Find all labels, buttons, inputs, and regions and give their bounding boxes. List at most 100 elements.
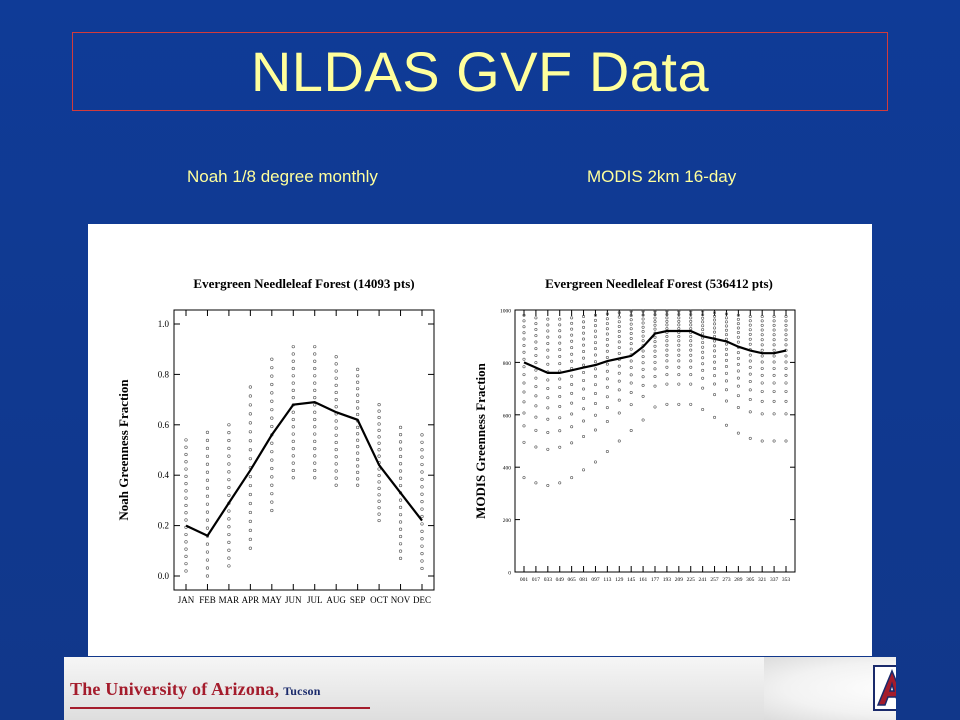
noah-scatter-point <box>377 467 381 471</box>
modis-scatter-point <box>689 348 693 352</box>
noah-scatter-point <box>184 569 188 573</box>
modis-scatter-point <box>701 362 705 366</box>
modis-scatter-point <box>605 312 609 316</box>
modis-scatter-point <box>522 411 526 415</box>
noah-scatter-point <box>420 433 424 437</box>
modis-scatter-point <box>534 404 538 408</box>
modis-scatter-point <box>522 400 526 404</box>
noah-scatter-point <box>248 385 252 389</box>
noah-scatter-point <box>248 501 252 506</box>
noah-scatter-point <box>398 476 403 480</box>
modis-scatter-point <box>558 354 562 358</box>
modis-x-tick-label: 017 <box>532 577 541 583</box>
modis-scatter-point <box>736 431 740 435</box>
noah-scatter-point <box>291 425 295 429</box>
noah-scatter-point <box>205 518 210 522</box>
modis-scatter-point <box>701 316 705 320</box>
noah-scatter-point <box>227 564 231 568</box>
noah-scatter-point <box>248 483 252 488</box>
noah-scatter-point <box>377 518 381 523</box>
modis-scatter-point <box>713 314 717 318</box>
modis-scatter-point <box>724 342 728 346</box>
noah-scatter-point <box>270 424 274 429</box>
noah-scatter-point <box>291 352 295 356</box>
modis-scatter-point <box>772 328 776 332</box>
modis-scatter-point <box>665 327 669 331</box>
modis-scatter-point <box>617 320 621 324</box>
modis-scatter-point <box>653 320 657 324</box>
noah-scatter-point <box>420 507 424 511</box>
modis-scatter-point <box>736 405 740 409</box>
modis-scatter-point <box>701 313 705 317</box>
noah-scatter-point <box>398 447 403 451</box>
modis-scatter-point <box>582 320 586 324</box>
noah-scatter-point <box>291 476 295 480</box>
noah-scatter-point <box>334 426 338 430</box>
noah-scatter-point <box>184 503 188 508</box>
modis-scatter-point <box>617 379 621 383</box>
modis-scatter-point <box>748 380 752 384</box>
subtitle-noah: Noah 1/8 degree monthly <box>187 167 378 186</box>
modis-scatter-point <box>760 412 764 416</box>
modis-scatter-point <box>570 391 574 395</box>
modis-scatter-point <box>534 353 538 357</box>
noah-scatter-point <box>420 462 424 467</box>
modis-scatter-point <box>713 415 717 419</box>
modis-scatter-point <box>570 359 574 363</box>
noah-scatter-point <box>334 440 338 445</box>
noah-scatter-point <box>356 387 360 391</box>
modis-scatter-point <box>570 441 574 445</box>
modis-scatter-point <box>593 347 597 351</box>
modis-scatter-point <box>689 327 693 331</box>
noah-scatter-point <box>356 470 360 474</box>
noah-scatter-point <box>184 562 188 566</box>
noah-scatter-point <box>334 433 338 437</box>
noah-scatter-point <box>398 520 403 524</box>
modis-mean-line <box>523 329 787 374</box>
noah-scatter-point <box>248 492 252 497</box>
modis-scatter-point <box>605 338 609 342</box>
modis-scatter-point <box>689 373 693 377</box>
noah-scatter-point <box>205 462 210 466</box>
noah-scatter-point <box>205 550 210 554</box>
noah-scatter-point <box>356 477 360 481</box>
modis-scatter-point <box>570 346 574 350</box>
noah-scatter-point <box>356 451 360 455</box>
modis-scatter-point <box>534 445 538 449</box>
modis-scatter-point <box>701 386 705 390</box>
modis-scatter-point <box>665 365 669 369</box>
modis-scatter-point <box>546 342 550 346</box>
modis-scatter-point <box>582 331 586 335</box>
modis-scatter-point <box>772 399 776 403</box>
modis-scatter-point <box>772 315 776 319</box>
modis-scatter-point <box>772 348 776 352</box>
modis-scatter-point <box>677 327 681 331</box>
title-box: NLDAS GVF Data <box>72 32 888 111</box>
modis-scatter-point <box>760 348 764 352</box>
footer-institution: The University of Arizona, Tucson <box>70 679 321 700</box>
modis-scatter-point <box>677 319 681 323</box>
modis-scatter-point <box>748 328 752 332</box>
noah-mean-line <box>185 400 423 538</box>
noah-scatter-point <box>205 446 210 450</box>
noah-scatter-point <box>291 432 295 436</box>
modis-scatter-point <box>653 313 657 317</box>
noah-scatter-point <box>398 483 403 488</box>
modis-scatter-point <box>784 366 788 370</box>
noah-scatter-point <box>270 416 274 420</box>
modis-scatter-point <box>546 378 550 382</box>
modis-scatter-point <box>772 338 776 342</box>
modis-scatter-point <box>629 313 633 317</box>
modis-scatter-point <box>713 354 717 358</box>
noah-scatter-point <box>398 542 403 546</box>
modis-scatter-point <box>653 316 657 320</box>
modis-scatter-point <box>748 332 752 336</box>
modis-scatter-point <box>558 429 562 433</box>
noah-scatter-point <box>270 408 274 412</box>
modis-scatter-point <box>522 424 526 428</box>
noah-scatter-point <box>227 540 231 545</box>
modis-scatter-point <box>772 373 776 377</box>
noah-scatter-point <box>334 455 338 459</box>
modis-scatter-point <box>701 320 705 324</box>
modis-scatter-point <box>677 402 681 406</box>
